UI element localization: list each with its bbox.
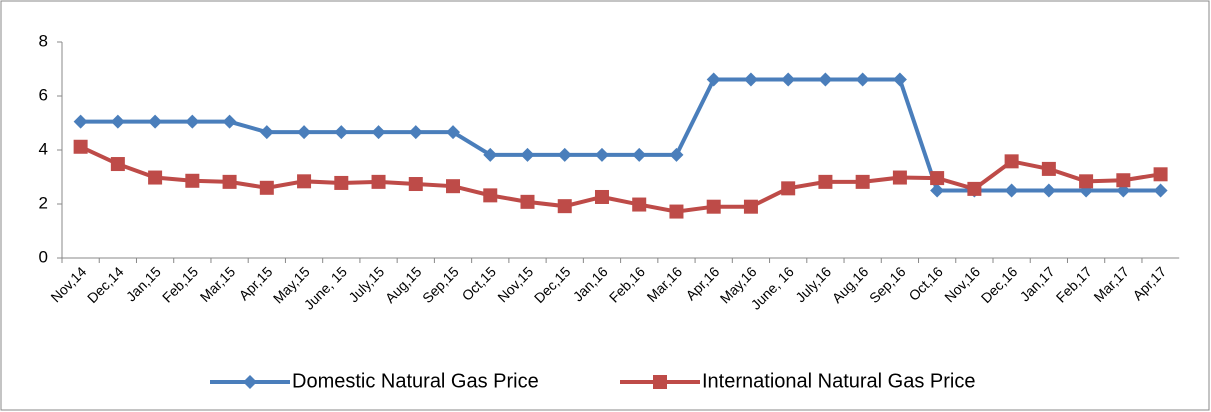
data-point xyxy=(259,180,274,195)
data-point xyxy=(594,189,609,204)
data-point xyxy=(259,125,274,140)
data-point xyxy=(557,199,572,214)
data-point xyxy=(743,72,758,87)
data-point xyxy=(222,174,237,189)
data-point xyxy=(930,171,945,186)
data-point xyxy=(1041,161,1056,176)
data-point xyxy=(594,147,609,162)
data-point xyxy=(855,72,870,87)
data-point xyxy=(557,147,572,162)
data-point xyxy=(446,179,461,194)
data-point xyxy=(446,125,461,140)
data-point xyxy=(669,147,684,162)
data-point xyxy=(632,197,647,212)
data-point xyxy=(818,174,833,189)
data-point xyxy=(743,199,758,214)
data-point xyxy=(1079,174,1094,189)
data-point xyxy=(669,204,684,219)
data-point xyxy=(1153,183,1168,198)
data-point xyxy=(148,114,163,129)
y-tick-label: 6 xyxy=(39,85,48,104)
data-point xyxy=(110,157,125,172)
data-point xyxy=(73,139,88,154)
data-point xyxy=(892,170,907,185)
data-point xyxy=(110,114,125,129)
data-point xyxy=(1004,154,1019,169)
data-point xyxy=(781,181,796,196)
data-point xyxy=(520,147,535,162)
data-point xyxy=(706,72,721,87)
data-point xyxy=(297,174,312,189)
legend-label: Domestic Natural Gas Price xyxy=(292,370,539,392)
legend-marker xyxy=(653,375,667,389)
data-point xyxy=(371,125,386,140)
y-tick-label: 2 xyxy=(39,193,48,212)
data-point xyxy=(148,170,163,185)
data-point xyxy=(632,147,647,162)
data-point xyxy=(297,125,312,140)
data-point xyxy=(483,147,498,162)
data-point xyxy=(1041,183,1056,198)
data-point xyxy=(1116,173,1131,188)
y-tick-label: 4 xyxy=(39,139,48,158)
data-point xyxy=(520,194,535,209)
data-point xyxy=(334,125,349,140)
data-point xyxy=(408,177,423,192)
data-point xyxy=(222,114,237,129)
data-point xyxy=(818,72,833,87)
data-point xyxy=(855,174,870,189)
y-tick-label: 0 xyxy=(39,247,48,266)
y-tick-label: 8 xyxy=(39,31,48,50)
data-point xyxy=(967,181,982,196)
data-point xyxy=(408,125,423,140)
data-point xyxy=(334,175,349,190)
legend-label: International Natural Gas Price xyxy=(702,370,975,392)
data-point xyxy=(73,114,88,129)
data-point xyxy=(930,183,945,198)
data-point xyxy=(781,72,796,87)
data-point xyxy=(892,72,907,87)
data-point xyxy=(706,199,721,214)
data-point xyxy=(185,114,200,129)
data-point xyxy=(1004,183,1019,198)
data-point xyxy=(185,173,200,188)
data-point xyxy=(371,174,386,189)
data-point xyxy=(483,188,498,203)
legend-marker xyxy=(243,375,257,389)
data-point xyxy=(1153,167,1168,182)
